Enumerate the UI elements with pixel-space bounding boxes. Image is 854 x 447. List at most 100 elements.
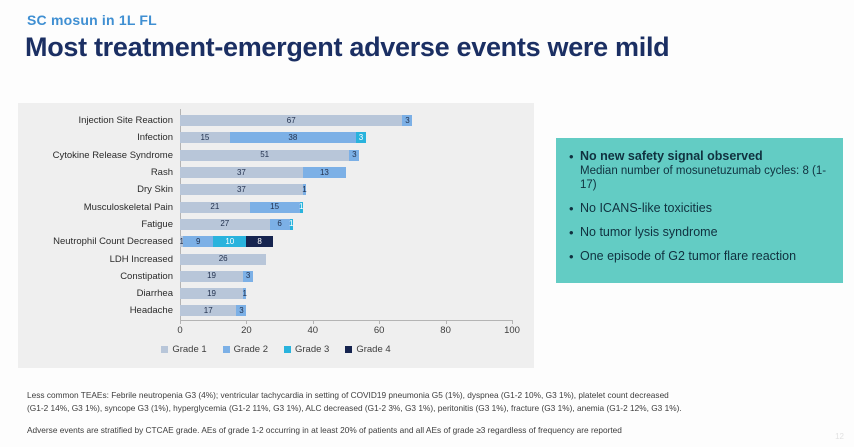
legend-swatch-icon <box>284 346 291 353</box>
chart-bar-value: 9 <box>196 236 201 246</box>
footnote-line-2: (G1-2 14%, G3 1%), syncope G3 (1%), hype… <box>27 402 682 413</box>
safety-callout-box: • No new safety signal observed Median num… <box>556 138 843 283</box>
chart-bar-row: 17 3 <box>180 302 512 319</box>
chart-bar-value: 1 <box>242 288 247 298</box>
chart-bar-value: 8 <box>257 236 262 246</box>
chart-bar-segment: 1 <box>179 236 184 248</box>
chart-category-label: Musculoskeletal Pain <box>83 201 173 213</box>
chart-bar-value: 1 <box>179 236 184 246</box>
x-axis-tick-label: 100 <box>504 325 520 336</box>
chart-bar-segment: 19 <box>180 288 244 300</box>
bullet-dot-icon: • <box>569 201 574 216</box>
chart-category-label: LDH Increased <box>109 253 173 265</box>
chart-bar-value: 19 <box>207 271 216 281</box>
footnotes: Less common TEAEs: Febrile neutropenia G… <box>27 389 827 437</box>
chart-bar-segment: 38 <box>229 132 356 144</box>
chart-bar-value: 15 <box>200 132 210 142</box>
chart-bar-value: 3 <box>352 150 357 160</box>
chart-bar-value: 38 <box>288 132 298 142</box>
chart-bar-row: 37 1 <box>180 181 512 198</box>
chart-bar-value: 1 <box>288 219 294 229</box>
bullet-dot-icon: • <box>569 225 574 240</box>
chart-bar-segment: 3 <box>236 305 247 317</box>
x-axis-tick <box>180 320 181 324</box>
legend-item[interactable]: Grade 2 <box>222 344 268 355</box>
chart-bar-segment: 15 <box>249 201 300 213</box>
chart-bar-value: 6 <box>277 219 282 229</box>
chart-bar-value: 3 <box>358 132 364 142</box>
chart-bar-row: 19 1 <box>180 285 512 302</box>
legend-swatch-icon <box>161 346 169 353</box>
chart-bar-value: 67 <box>286 115 296 125</box>
x-axis-tick-labels: 0 20 40 60 80 100 <box>177 325 520 339</box>
chart-bar-row: 27 6 1 <box>180 216 512 233</box>
x-axis-tick <box>445 320 447 324</box>
callout-bullet: • No new safety signal observed Median num… <box>566 149 829 192</box>
chart-bar-segment: 3 <box>243 270 254 282</box>
chart-bar-value: 3 <box>405 115 410 125</box>
chart-bar-row: 15 38 3 <box>180 129 512 146</box>
chart-bar-value: 10 <box>225 236 235 246</box>
legend-item[interactable]: Grade 3 <box>284 344 329 355</box>
legend-label: Grade 4 <box>356 344 391 355</box>
chart-category-label: Fatigue <box>141 218 173 230</box>
chart-category-label: Infection <box>137 132 173 144</box>
chart-category-label: Headache <box>129 305 173 317</box>
y-axis-line <box>180 109 181 321</box>
chart-panel: Injection Site Reaction Infection Cytokine… <box>18 103 534 368</box>
chart-category-label: Injection Site Reaction <box>78 115 173 127</box>
x-axis-tick <box>379 320 381 324</box>
chart-bar-segment: 27 <box>180 218 270 230</box>
chart-bar-segment: 21 <box>180 201 250 213</box>
footnote-line-1: Less common TEAEs: Febrile neutropenia G… <box>27 390 669 400</box>
chart-bar-row: 26 <box>180 250 512 267</box>
chart-bar-segment: 17 <box>180 305 237 317</box>
callout-bullet-text: No tumor lysis syndrome <box>580 225 718 239</box>
legend-swatch-icon <box>345 346 353 353</box>
chart-bar-segment: 37 <box>180 167 303 179</box>
chart-bar-value: 3 <box>239 305 244 315</box>
chart-bar-segment: 37 <box>180 184 303 196</box>
chart-bar-segment: 51 <box>180 149 350 161</box>
chart-bar-value: 21 <box>210 202 220 212</box>
callout-bullet-text: No ICANS-like toxicities <box>580 201 712 215</box>
chart-bar-segment: 1 <box>242 288 247 300</box>
chart-bar-value: 15 <box>270 202 280 212</box>
chart-bar-row: 67 3 <box>180 112 512 129</box>
chart-bar-segment: 3 <box>355 132 366 144</box>
callout-bullet: • No tumor lysis syndrome <box>566 225 829 240</box>
chart-bar-segment: 26 <box>180 253 267 265</box>
x-axis-tick-label: 80 <box>440 325 451 336</box>
callout-bullet-text: No new safety signal observed Median numb… <box>580 149 829 192</box>
chart-bar-row: 37 13 <box>180 164 512 181</box>
chart-bar-segment: 13 <box>302 167 346 179</box>
chart-bar-segment: 9 <box>183 236 214 248</box>
legend-item[interactable]: Grade 4 <box>345 344 391 355</box>
chart-bar-segment: 1 <box>302 184 307 196</box>
footnote-spacer <box>27 414 827 424</box>
page-title: Most treatment-emergent adverse events w… <box>25 32 670 62</box>
chart-bar-value: 1 <box>298 202 304 212</box>
legend-label: Grade 1 <box>172 344 207 355</box>
chart-bar-segment: 6 <box>269 218 290 230</box>
callout-bullet: • One episode of G2 tumor flare reaction <box>566 249 829 264</box>
legend-label: Grade 2 <box>233 344 268 355</box>
chart-bar-segment: 19 <box>180 270 244 282</box>
chart-bar-value: 27 <box>220 219 230 229</box>
page-number: 12 <box>835 432 844 441</box>
legend-item[interactable]: Grade 1 <box>161 344 207 355</box>
x-axis-tick-label: 20 <box>241 325 252 336</box>
chart-bar-row: 19 3 <box>180 268 512 285</box>
x-axis-tick-label: 40 <box>307 325 319 336</box>
chart-category-label: Dry Skin <box>137 184 173 196</box>
chart-bar-value: 1 <box>302 184 307 194</box>
chart-bar-value: 17 <box>203 305 213 315</box>
chart-bar-value: 51 <box>260 150 270 160</box>
x-axis-tick <box>312 320 314 324</box>
chart-bar-segment: 1 <box>298 201 304 213</box>
chart-bar-value: 13 <box>319 167 329 177</box>
legend-swatch-icon <box>222 346 230 353</box>
chart-bar-value: 3 <box>245 271 251 281</box>
x-axis-tick-label: 60 <box>373 325 385 336</box>
